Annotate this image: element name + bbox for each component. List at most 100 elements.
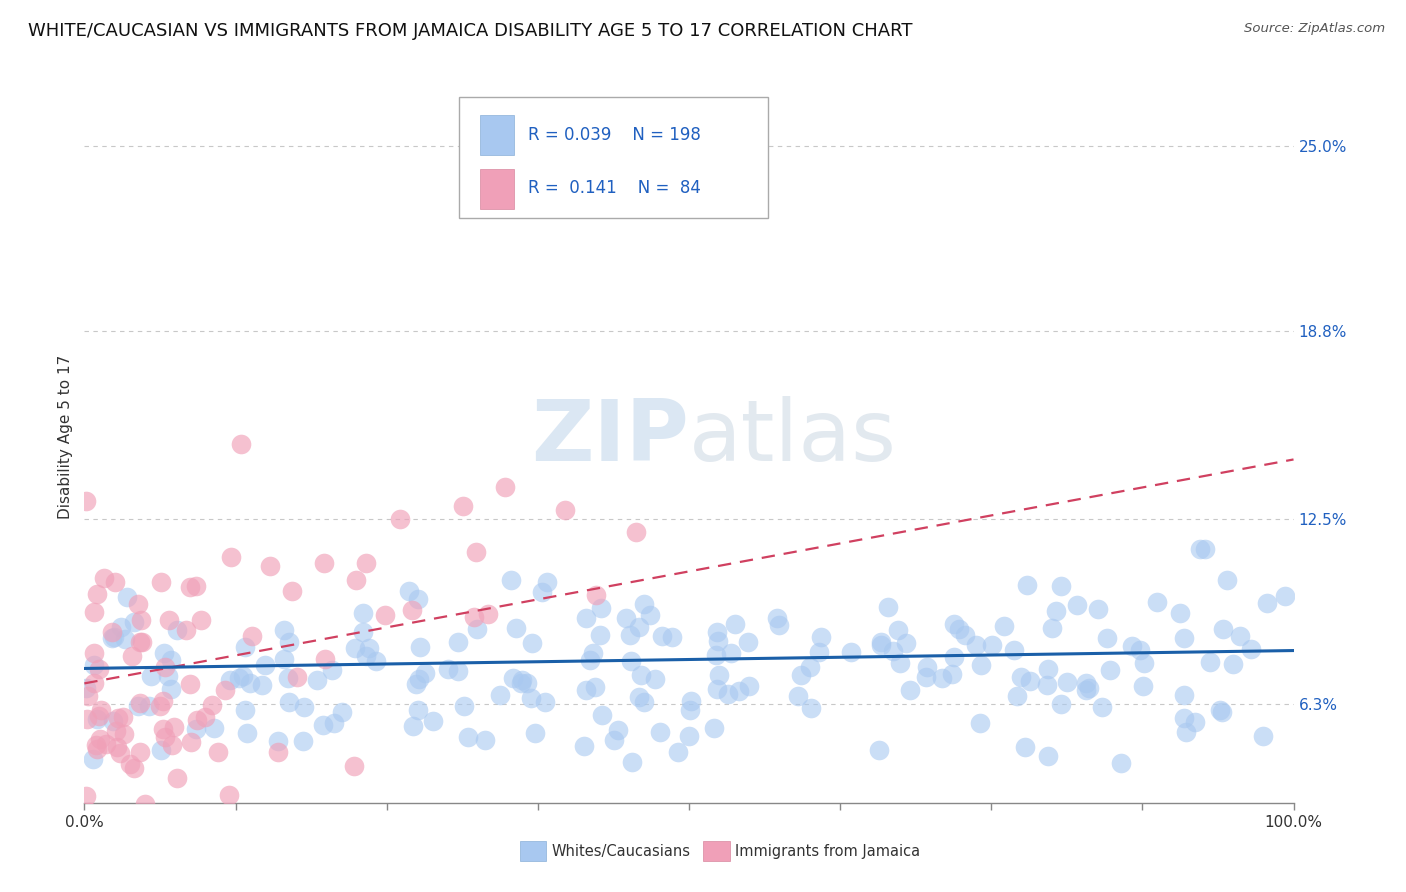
Point xyxy=(141,669,163,683)
Point xyxy=(252,678,274,692)
Point xyxy=(1240,642,1263,657)
Point xyxy=(536,575,558,590)
Point xyxy=(628,620,651,634)
Point xyxy=(86,712,108,726)
Point xyxy=(1216,573,1239,587)
Point xyxy=(1128,642,1150,657)
Point xyxy=(408,640,430,654)
Point xyxy=(1017,578,1039,592)
Point xyxy=(281,584,304,599)
Point xyxy=(882,644,904,658)
Point xyxy=(1087,602,1109,616)
Point xyxy=(75,789,97,803)
Point xyxy=(83,646,105,660)
Point xyxy=(463,609,485,624)
Point xyxy=(1074,682,1097,697)
Point xyxy=(703,722,725,736)
Point xyxy=(681,694,703,708)
Point xyxy=(1109,756,1132,771)
Point xyxy=(186,579,208,593)
Point xyxy=(402,719,425,733)
Point xyxy=(799,660,821,674)
Point xyxy=(127,699,149,714)
Point xyxy=(179,581,201,595)
Point xyxy=(915,660,938,674)
Point xyxy=(1014,739,1036,754)
Point xyxy=(1074,676,1097,690)
Text: Whites/Caucasians: Whites/Caucasians xyxy=(551,844,690,859)
Point xyxy=(1256,596,1278,610)
Point xyxy=(1133,657,1156,671)
Point xyxy=(122,615,145,629)
Point xyxy=(163,720,186,734)
Point xyxy=(83,658,105,673)
Point xyxy=(107,711,129,725)
Point xyxy=(180,735,202,749)
Point xyxy=(1132,679,1154,693)
Point xyxy=(630,668,652,682)
Point xyxy=(207,745,229,759)
Point xyxy=(1099,663,1122,677)
Point xyxy=(661,630,683,644)
Point xyxy=(870,635,893,649)
Point xyxy=(644,673,666,687)
Point xyxy=(389,511,412,525)
Point xyxy=(620,654,643,668)
Point xyxy=(218,788,240,802)
Point xyxy=(1209,704,1232,718)
Point xyxy=(214,682,236,697)
Point xyxy=(1077,681,1099,695)
Point xyxy=(706,682,728,697)
Point xyxy=(89,731,111,746)
Point xyxy=(877,600,900,615)
Point xyxy=(724,616,747,631)
Point xyxy=(75,681,97,695)
Point xyxy=(176,623,198,637)
Y-axis label: Disability Age 5 to 17: Disability Age 5 to 17 xyxy=(58,355,73,519)
Point xyxy=(1274,590,1296,604)
Point xyxy=(894,636,917,650)
Point xyxy=(374,607,396,622)
Point xyxy=(292,699,315,714)
Point xyxy=(1002,642,1025,657)
Point xyxy=(128,745,150,759)
Point xyxy=(129,696,152,710)
Point xyxy=(156,840,179,855)
Point xyxy=(581,647,603,661)
Point xyxy=(648,724,671,739)
Point xyxy=(101,625,124,640)
Point xyxy=(707,667,730,681)
Point xyxy=(1253,729,1275,743)
Point xyxy=(83,606,105,620)
Point xyxy=(228,671,250,685)
Point xyxy=(155,660,177,674)
Point xyxy=(86,742,108,756)
Point xyxy=(720,646,742,660)
Point xyxy=(86,587,108,601)
Point xyxy=(1170,607,1192,621)
Point xyxy=(239,675,262,690)
Point xyxy=(737,635,759,649)
Point xyxy=(90,703,112,717)
Point xyxy=(152,722,174,736)
Point xyxy=(948,622,970,636)
Point xyxy=(509,676,531,690)
Point xyxy=(1050,579,1073,593)
Point xyxy=(523,726,546,740)
Point xyxy=(201,698,224,713)
Point xyxy=(219,549,242,564)
Point xyxy=(589,600,612,615)
Point xyxy=(603,732,626,747)
Point xyxy=(89,662,111,676)
Point xyxy=(149,699,172,714)
Point xyxy=(572,739,595,753)
Point xyxy=(190,613,212,627)
Point xyxy=(1222,657,1244,671)
Bar xyxy=(479,115,513,155)
Point xyxy=(150,743,173,757)
Point xyxy=(666,745,689,759)
Point xyxy=(886,623,908,637)
Point xyxy=(898,682,921,697)
Point xyxy=(138,698,160,713)
Point xyxy=(679,703,702,717)
